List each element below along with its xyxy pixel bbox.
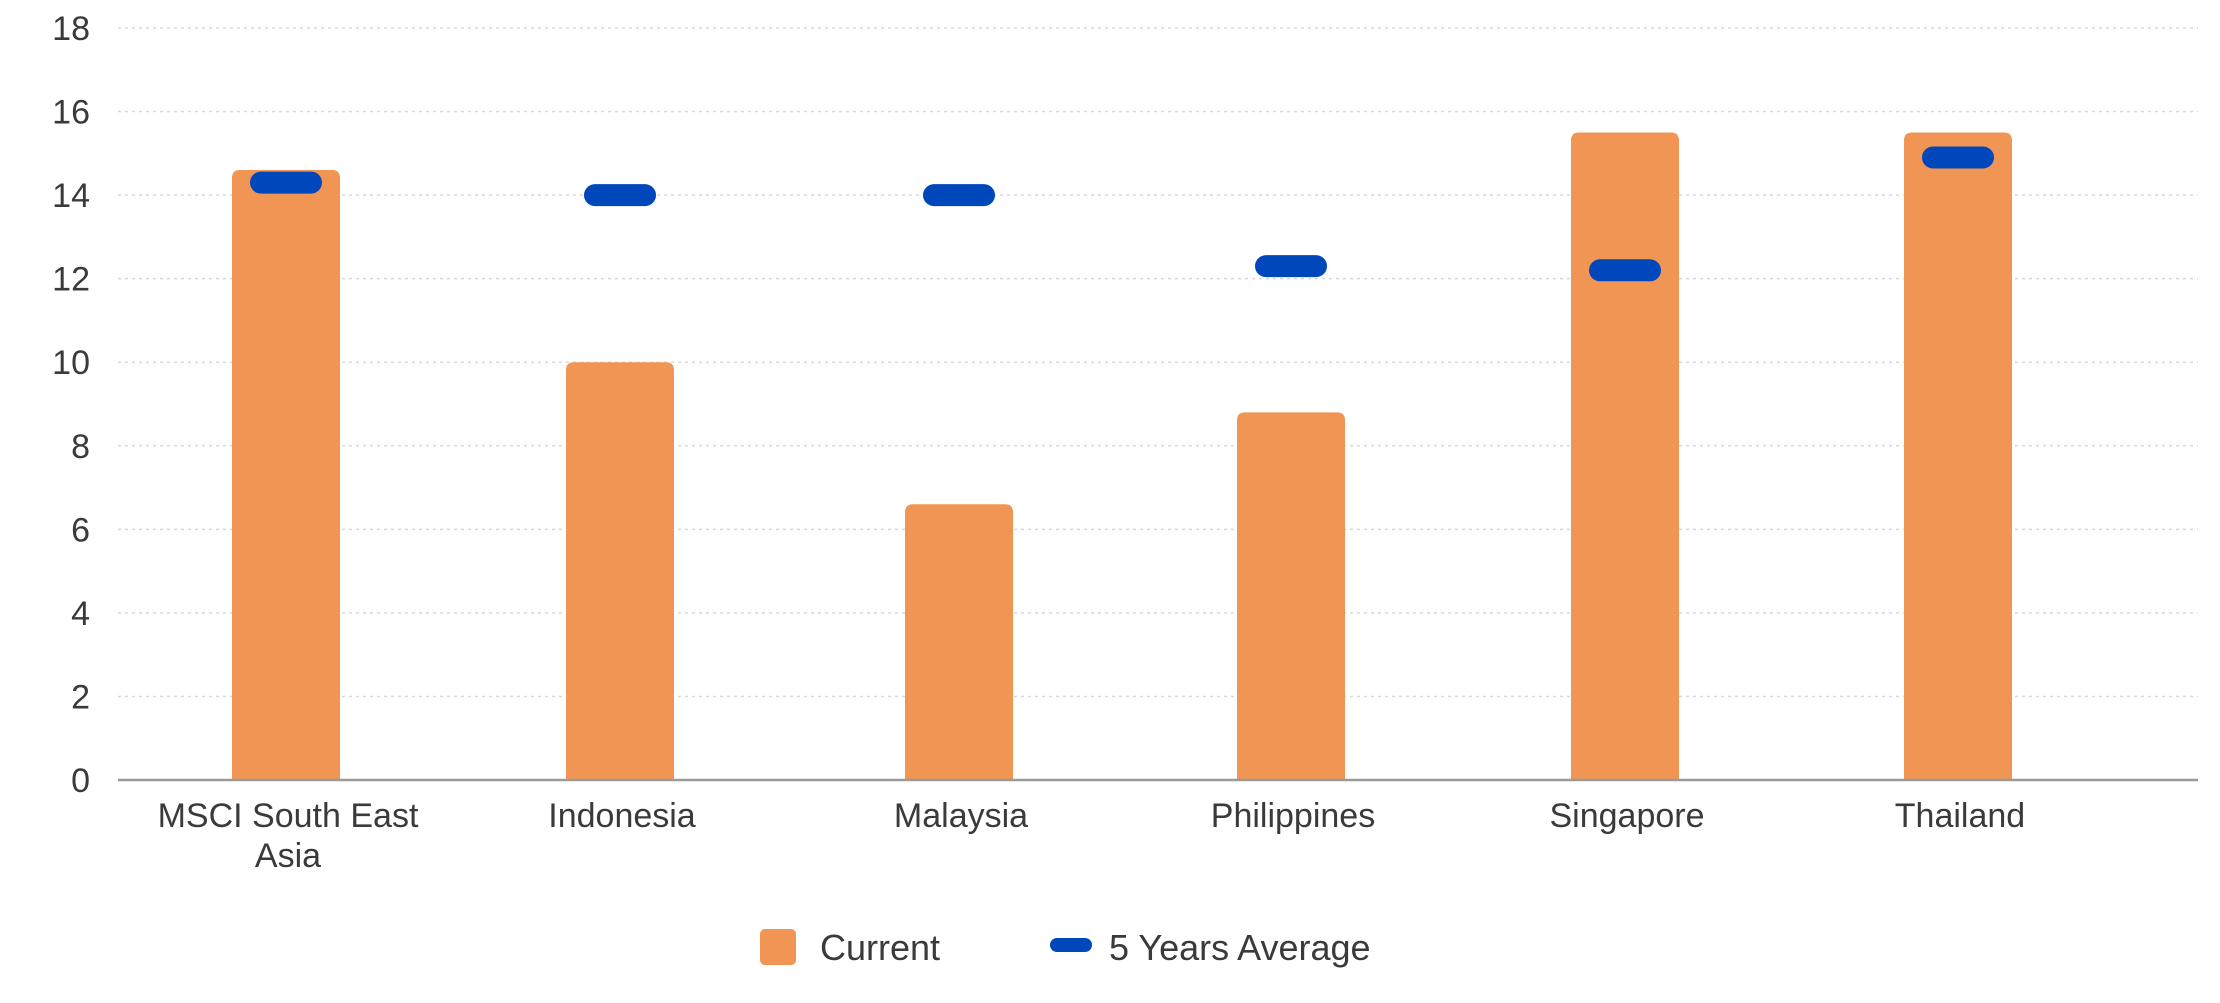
legend-swatch-current bbox=[760, 929, 796, 965]
legend-label-current: Current bbox=[820, 927, 940, 968]
x-category-label: Singapore bbox=[1549, 797, 1704, 835]
x-category-label: Indonesia bbox=[548, 797, 696, 835]
bar-current bbox=[905, 504, 1013, 780]
bar-current bbox=[1904, 132, 2012, 780]
y-tick-label: 0 bbox=[71, 762, 90, 800]
bar-current bbox=[232, 170, 340, 781]
bar-current bbox=[1237, 412, 1345, 780]
y-tick-label: 4 bbox=[71, 595, 90, 633]
y-axis: 0 2 4 6 8 10 12 14 16 18 bbox=[52, 10, 90, 800]
x-category-label: Thailand bbox=[1895, 797, 2025, 835]
y-tick-label: 10 bbox=[52, 344, 90, 382]
x-category-label: Asia bbox=[255, 837, 321, 875]
bar-current bbox=[1571, 132, 1679, 780]
grid-lines bbox=[118, 27, 2198, 698]
y-tick-label: 8 bbox=[71, 428, 90, 466]
legend-label-5-years-average: 5 Years Average bbox=[1109, 927, 1371, 968]
y-tick-label: 6 bbox=[71, 511, 90, 549]
y-tick-label: 14 bbox=[52, 177, 90, 215]
bar-current bbox=[566, 362, 674, 780]
y-tick-label: 16 bbox=[52, 94, 90, 132]
y-tick-label: 12 bbox=[52, 261, 90, 299]
x-category-label: MSCI South East bbox=[158, 797, 419, 835]
y-tick-label: 18 bbox=[52, 10, 90, 48]
x-category-label: Malaysia bbox=[894, 797, 1028, 835]
x-category-label: Philippines bbox=[1211, 797, 1375, 835]
legend: Current 5 Years Average bbox=[760, 927, 1371, 968]
y-tick-label: 2 bbox=[71, 678, 90, 716]
markers-5-years-average bbox=[250, 146, 1994, 282]
bars-current bbox=[232, 132, 2012, 781]
